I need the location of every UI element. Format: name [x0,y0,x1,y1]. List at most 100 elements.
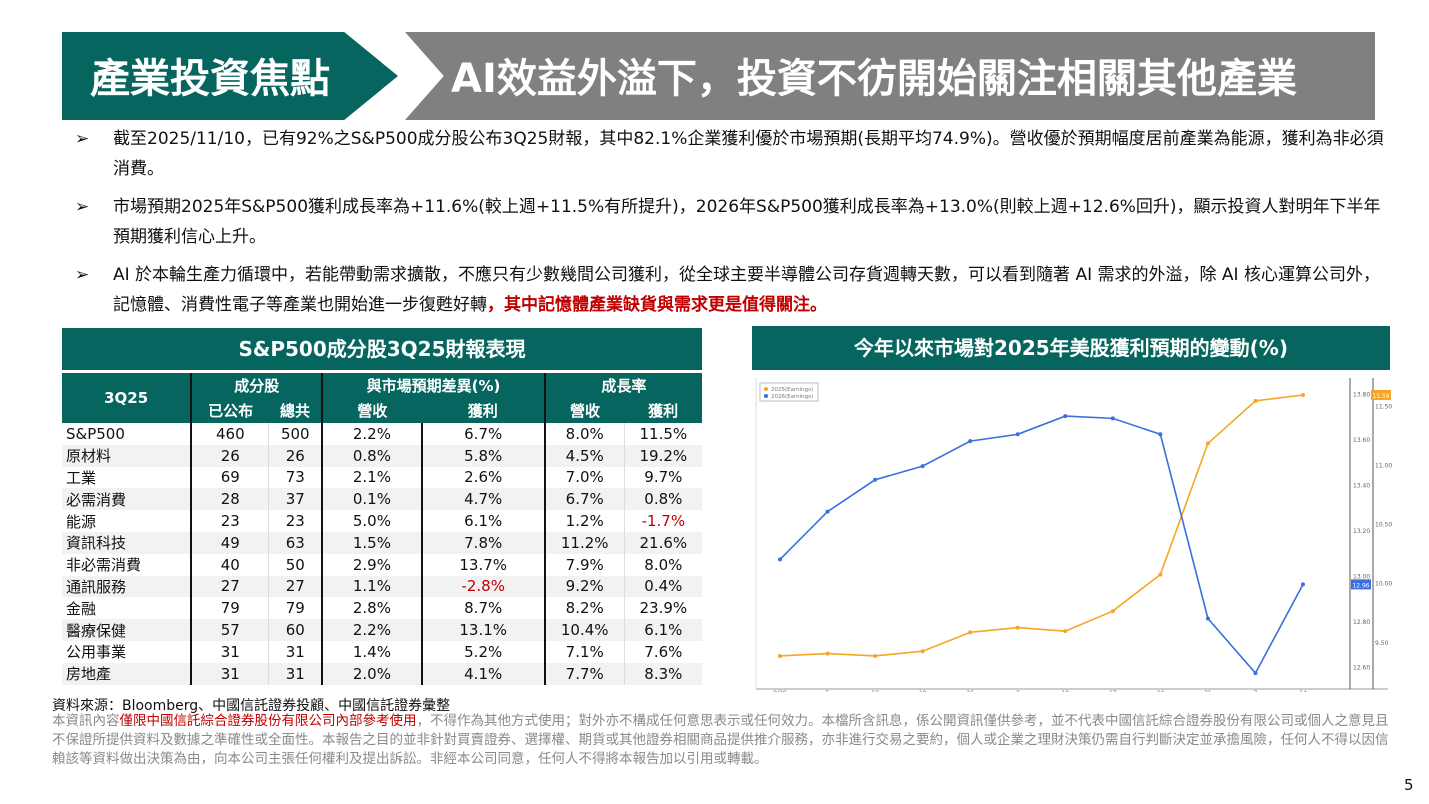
x-tick-label: 10 [1061,690,1069,692]
table-row: 必需消費 28 37 0.1% 4.7% 6.7% 0.8% [62,488,702,511]
data-point [873,477,878,482]
table-row: 金融 79 79 2.8% 8.7% 8.2% 23.9% [62,597,702,620]
table-cell: 79 [268,597,323,620]
sub-header: 營收 [543,398,625,423]
data-point [1110,609,1115,614]
chart-title: 今年以來市場對2025年美股獲利預期的變動(%) [752,326,1390,370]
table-cell: 73 [268,466,323,489]
table-cell: 23 [190,510,269,532]
right-tick-label: 11.50 [1375,404,1392,411]
table-cell: 57 [190,619,269,641]
right-tick-label: 11.00 [1375,463,1392,470]
table-cell: 8.3% [623,662,702,685]
sub-header: 營收 [321,398,422,423]
table-cell: 8.2% [543,597,625,620]
right-tick-label: 10.00 [1375,581,1392,588]
table-cell: 31 [268,640,323,663]
table-cell: 23 [268,510,323,532]
table-cell: -2.8% [420,575,545,598]
table-cell: 27 [268,575,323,598]
right-tick-label: 9.50 [1375,640,1389,647]
row-label: 能源 [66,512,97,531]
x-tick-label: 14 [1299,690,1307,692]
table-cell: 2.6% [420,466,545,489]
table-cell: 4.1% [420,662,545,685]
row-label: 原材料 [62,444,192,467]
table-cell: 0.8% [321,444,422,467]
series-line-1 [779,415,1304,675]
x-tick-label: 17 [1109,690,1117,692]
table-cell: 26 [268,444,323,467]
disclaimer-text: 本資訊內容 [52,713,120,729]
legend-box [759,382,819,402]
table-cell: 10.4% [543,619,625,641]
row-label: S&P500 [66,424,125,443]
data-point [1158,432,1163,437]
table-cell: 0.4% [623,575,702,598]
table-cell: 500 [268,423,323,445]
earnings-chart: 13.80 13.60 13.40 13.20 13.00 12.80 12.60 11.50… [755,378,1392,692]
row-label: 醫療保健 [62,619,192,641]
row-label: 工業 [66,468,97,487]
table-cell: 5.0% [321,510,422,532]
arrow-bullet-icon: ➢ [75,197,90,217]
table-row: 通訊服務 27 27 1.1% -2.8% 9.2% 0.4% [62,575,702,598]
table-cell: 27 [190,575,269,598]
bullet-list: ➢ 截至2025/11/10，已有92%之S&P500成分股公布3Q25財報，其中… [75,124,1385,328]
table-cell: 60 [268,619,323,641]
series-line-0 [779,394,1304,657]
table-cell: 2.2% [321,423,422,445]
left-tick-label: 12.60 [1353,664,1370,671]
data-point [968,630,973,635]
row-label: 金融 [66,599,97,618]
table-cell: 7.0% [543,466,625,489]
disclaimer-text: ，不得作為其他方式使用；對外亦不構成任何意思表示或任何效力。本檔所含訊息，係公開… [52,713,1389,767]
data-point [825,651,830,656]
row-label: 房地產 [62,662,192,685]
table-row: 非必需消費 40 50 2.9% 13.7% 7.9% 8.0% [62,553,702,576]
table-cell: 0.1% [321,488,422,511]
table-cell: 9.7% [623,466,702,489]
data-point [1205,441,1210,446]
table-cell: 5.8% [420,444,545,467]
legend-marker [764,394,768,398]
table-row: 公用事業 31 31 1.4% 5.2% 7.1% 7.6% [62,640,702,663]
data-point [1063,629,1068,634]
page-title: AI效益外溢下，投資不彷開始關注相關其他產業 [451,56,1297,102]
legend-label: 2026(Earnings) [771,394,813,400]
bullet-item: ➢ AI 於本輪生產力循環中，若能帶動需求擴散，不應只有少數幾間公司獲利，從全球主… [75,260,1385,320]
table-cell: 6.1% [420,510,545,532]
row-label: 公用事業 [66,643,127,662]
table-cell: 13.7% [420,553,545,576]
table-cell: 23.9% [623,597,702,620]
x-tick-label: 31 [1204,690,1212,692]
table-row: 房地產 31 31 2.0% 4.1% 7.7% 8.3% [62,662,702,685]
table-cell: 37 [268,488,323,511]
data-point [1301,392,1305,397]
row-label: 非必需消費 [66,556,142,575]
table-cell: 11.5% [623,423,702,445]
right-tick-label: 10.50 [1375,522,1392,529]
table-cell: 50 [268,553,323,576]
table-cell: 2.2% [321,619,422,641]
row-label: 資訊科技 [62,531,192,554]
data-point [968,439,973,444]
bullet-text: AI 於本輪生產力循環中，若能帶動需求擴散，不應只有少數幾間公司獲利，從全球主要… [113,265,1380,315]
table-cell: 79 [190,597,269,620]
x-tick-label: 19 [919,690,927,692]
last-value-label: 12.96 [1352,582,1369,589]
arrow-bullet-icon: ➢ [75,129,90,149]
table-cell: 7.6% [623,640,702,663]
table-cell: 2.1% [321,466,422,489]
table-cell: 9.2% [543,575,625,598]
table-cell: 1.5% [321,531,422,554]
data-point [1205,616,1210,621]
bullet-highlight: ，其中記憶體產業缺貨與需求更是值得關注。 [487,295,827,315]
table-corner: 3Q25 [62,373,192,423]
arrow-bullet-icon: ➢ [75,265,90,285]
section-label: 產業投資焦點 [90,56,330,102]
table-row: S&P500 460 500 2.2% 6.7% 8.0% 11.5% [62,423,702,445]
data-point [1253,398,1258,403]
sub-header: 總共 [268,398,323,423]
table-cell: 2.8% [321,597,422,620]
